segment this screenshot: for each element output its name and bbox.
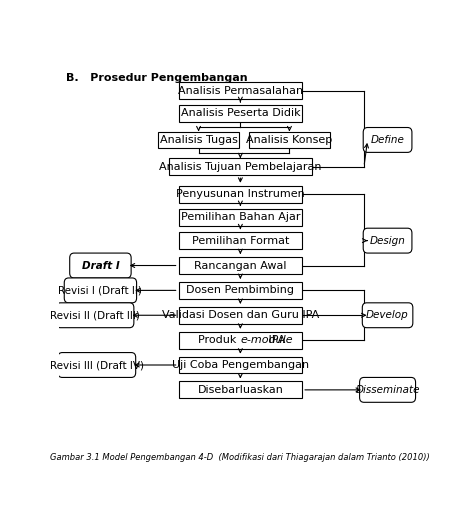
Text: Rancangan Awal: Rancangan Awal bbox=[194, 260, 287, 270]
Text: e-module: e-module bbox=[240, 335, 293, 345]
Text: Pemilihan Format: Pemilihan Format bbox=[192, 235, 289, 245]
Text: Disseminate: Disseminate bbox=[356, 385, 420, 395]
Text: Uji Coba Pengembangan: Uji Coba Pengembangan bbox=[172, 360, 309, 370]
Text: Analisis Konsep: Analisis Konsep bbox=[246, 135, 333, 145]
Text: Revisi II (Draft III): Revisi II (Draft III) bbox=[50, 311, 140, 320]
Text: Develop: Develop bbox=[366, 311, 409, 320]
Text: Dosen Pembimbing: Dosen Pembimbing bbox=[186, 286, 295, 295]
FancyBboxPatch shape bbox=[360, 377, 416, 402]
Text: Produk: Produk bbox=[198, 335, 240, 345]
FancyBboxPatch shape bbox=[179, 257, 302, 274]
FancyBboxPatch shape bbox=[58, 353, 136, 377]
Text: Analisis Permasalahan: Analisis Permasalahan bbox=[178, 85, 303, 95]
FancyBboxPatch shape bbox=[179, 282, 302, 299]
FancyBboxPatch shape bbox=[168, 158, 312, 175]
FancyBboxPatch shape bbox=[179, 356, 302, 374]
FancyBboxPatch shape bbox=[158, 131, 240, 148]
Text: Analisis Peserta Didik: Analisis Peserta Didik bbox=[181, 108, 300, 118]
FancyBboxPatch shape bbox=[363, 128, 412, 152]
FancyBboxPatch shape bbox=[70, 253, 131, 278]
FancyBboxPatch shape bbox=[179, 332, 302, 349]
FancyBboxPatch shape bbox=[249, 131, 330, 148]
FancyBboxPatch shape bbox=[179, 82, 302, 99]
FancyBboxPatch shape bbox=[56, 303, 134, 328]
FancyBboxPatch shape bbox=[64, 278, 136, 303]
Text: Gambar 3.1 Model Pengembangan 4-D  (Modifikasi dari Thiagarajan dalam Trianto (2: Gambar 3.1 Model Pengembangan 4-D (Modif… bbox=[51, 453, 430, 462]
Text: Validasi Dosen dan Guru IPA: Validasi Dosen dan Guru IPA bbox=[162, 311, 319, 320]
Text: Analisis Tujuan Pembelajaran: Analisis Tujuan Pembelajaran bbox=[159, 162, 322, 172]
FancyBboxPatch shape bbox=[179, 381, 302, 398]
FancyBboxPatch shape bbox=[179, 209, 302, 226]
Text: Penyusunan Instrumen: Penyusunan Instrumen bbox=[176, 189, 305, 199]
Text: Revisi III (Draft IV): Revisi III (Draft IV) bbox=[50, 360, 144, 370]
FancyBboxPatch shape bbox=[179, 105, 302, 122]
Text: Disebarluaskan: Disebarluaskan bbox=[197, 385, 283, 395]
Text: Define: Define bbox=[371, 135, 404, 145]
FancyBboxPatch shape bbox=[363, 228, 412, 253]
FancyBboxPatch shape bbox=[179, 232, 302, 249]
Text: Analisis Tugas: Analisis Tugas bbox=[159, 135, 237, 145]
Text: Pemilihan Bahan Ajar: Pemilihan Bahan Ajar bbox=[181, 213, 300, 222]
Text: Revisi I (Draft II): Revisi I (Draft II) bbox=[59, 286, 143, 295]
FancyBboxPatch shape bbox=[179, 185, 302, 203]
Text: Draft I: Draft I bbox=[82, 260, 119, 270]
Text: B.   Prosedur Pengembangan: B. Prosedur Pengembangan bbox=[66, 72, 248, 82]
Text: IPA: IPA bbox=[265, 335, 286, 345]
FancyBboxPatch shape bbox=[363, 303, 413, 328]
FancyBboxPatch shape bbox=[179, 307, 302, 324]
Text: Design: Design bbox=[370, 235, 406, 245]
